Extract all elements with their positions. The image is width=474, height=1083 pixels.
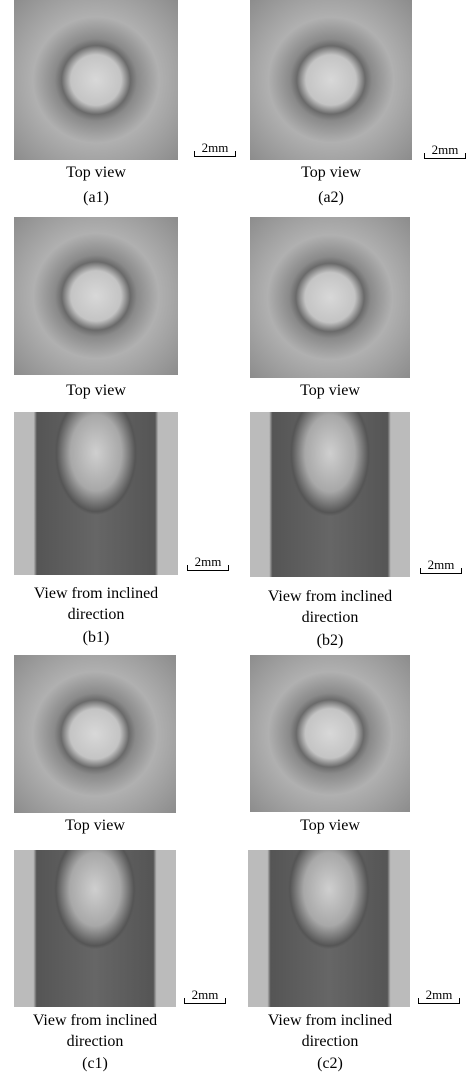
- caption: View from inclined direction: [267, 588, 393, 626]
- caption: Top view: [66, 164, 126, 181]
- photo: [14, 412, 178, 575]
- scale-bar: 2mm: [418, 987, 460, 1004]
- photo: [250, 217, 410, 378]
- photo: [14, 0, 178, 160]
- caption: Top view: [300, 382, 360, 399]
- photo: [248, 850, 410, 1007]
- panel-label: (a2): [318, 189, 344, 206]
- photo: [250, 655, 410, 812]
- scale-bar: 2mm: [194, 140, 236, 157]
- scale-bar: 2mm: [184, 987, 226, 1004]
- caption: View from inclined direction: [32, 1012, 158, 1050]
- caption: Top view: [300, 817, 360, 834]
- scale-bar: 2mm: [420, 557, 462, 574]
- panel-label: (b1): [82, 629, 110, 646]
- caption: View from inclined direction: [267, 1012, 393, 1050]
- panel-label: (a1): [83, 189, 109, 206]
- caption: Top view: [301, 164, 361, 181]
- scale-bar: 2mm: [424, 142, 466, 159]
- panel-label: (b2): [316, 632, 344, 649]
- photo: [14, 217, 178, 375]
- photo: [250, 0, 412, 160]
- caption: Top view: [65, 817, 125, 834]
- caption: Top view: [66, 382, 126, 399]
- scale-bar: 2mm: [187, 554, 229, 571]
- photo: [14, 655, 176, 813]
- photo: [250, 412, 410, 577]
- photo: [14, 850, 176, 1007]
- caption: View from inclined direction: [33, 585, 159, 623]
- panel-label: (c1): [82, 1055, 108, 1072]
- panel-label: (c2): [317, 1055, 343, 1072]
